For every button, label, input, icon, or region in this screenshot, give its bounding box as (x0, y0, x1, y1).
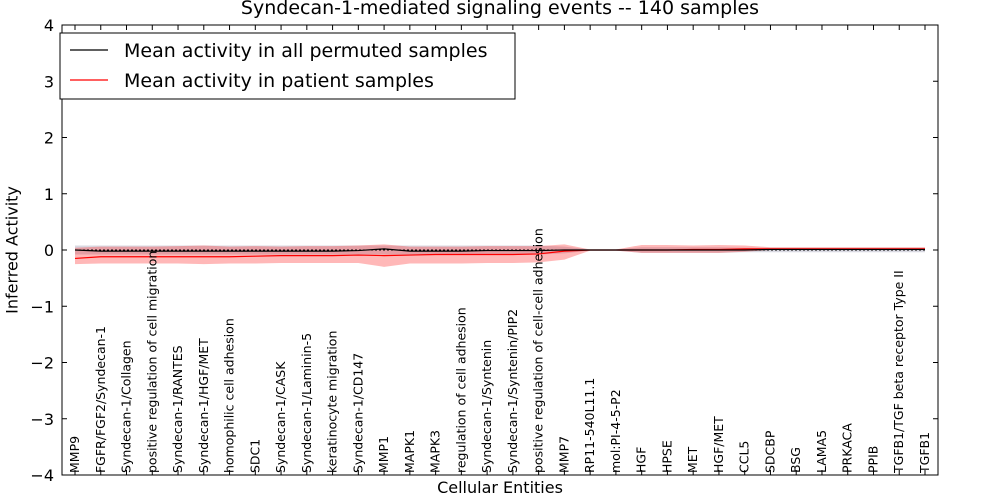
series-line-permuted (74, 248, 925, 252)
x-tick-label: RP11-540L11.1 (582, 378, 597, 473)
x-tick-label: MAPK1 (402, 430, 417, 473)
x-tick-label: MMP7 (556, 436, 571, 473)
x-tick-label: Syndecan-1/CASK (273, 361, 288, 473)
x-tick-label: Syndecan-1/Collagen (119, 340, 134, 473)
y-tick-label: 2 (44, 129, 54, 148)
y-tick-label: −1 (30, 297, 54, 316)
legend-label-patient: Mean activity in patient samples (124, 70, 434, 92)
x-tick-label: MMP1 (376, 436, 391, 473)
y-tick-label: −4 (30, 466, 54, 485)
x-tick-label: Syndecan-1/Syntenin (479, 340, 494, 473)
x-tick-label: SDCBP (762, 430, 777, 473)
x-tick-label: PPIB (865, 446, 880, 473)
x-tick-label: Syndecan-1/RANTES (170, 345, 185, 473)
x-tick-label: Syndecan-1/Syntenin/PIP2 (505, 309, 520, 473)
x-tick-label: PRKACA (840, 423, 855, 473)
x-tick-label: MAPK3 (428, 430, 443, 473)
x-tick-label: BSG (788, 447, 803, 473)
x-tick-label: TGFB1/TGF beta receptor Type II (891, 270, 906, 474)
x-tick-label: MET (685, 446, 700, 473)
y-tick-label: 0 (44, 241, 54, 260)
series-lines (74, 248, 925, 260)
band-patient (75, 244, 925, 267)
y-axis: 4 3 2 1 0 −1 −2 −3 −4 (30, 16, 938, 485)
x-tick-label: FGFR/FGF2/Syndecan-1 (93, 326, 108, 473)
x-tick-label: Syndecan-1/Laminin-5 (299, 333, 314, 473)
x-axis-label: Cellular Entities (437, 478, 563, 497)
legend: Mean activity in all permuted samples Me… (59, 32, 516, 100)
legend-box (59, 32, 516, 100)
y-tick-label: 1 (44, 185, 54, 204)
plot-frame (61, 24, 939, 476)
x-tick-label: Syndecan-1/HGF/MET (196, 338, 211, 473)
x-tick-label: positive regulation of cell-cell adhesio… (531, 228, 546, 473)
x-tick-label: HGF/MET (711, 416, 726, 473)
x-tick-label: homophilic cell adhesion (222, 318, 237, 473)
y-tick-label: −3 (30, 410, 54, 429)
x-tick-label: SDC1 (247, 439, 262, 473)
y-tick-label: 4 (44, 16, 54, 35)
legend-label-permuted: Mean activity in all permuted samples (124, 40, 487, 62)
x-tick-label: CCL5 (737, 441, 752, 473)
x-tick-label: keratinocyte migration (325, 331, 340, 473)
x-tick-label: mol:PI-4-5-P2 (608, 389, 623, 473)
x-tick-label: TGFB1 (917, 432, 932, 474)
x-tick-labels: MMP9 FGFR/FGF2/Syndecan-1 Syndecan-1/Colla… (67, 25, 932, 475)
y-tick-label: −2 (30, 354, 54, 373)
x-tick-label: Syndecan-1/CD147 (350, 353, 365, 473)
confidence-bands (75, 244, 925, 267)
y-tick-label: 3 (44, 72, 54, 91)
x-tick-label: regulation of cell adhesion (453, 307, 468, 473)
x-tick-label: HPSE (659, 440, 674, 473)
x-tick-label: positive regulation of cell migration (144, 251, 159, 473)
x-tick-label: HGF (634, 447, 649, 473)
x-tick-label: LAMA5 (814, 430, 829, 473)
x-tick-label: MMP9 (67, 436, 82, 473)
y-axis-label: Inferred Activity (3, 186, 22, 314)
chart-title: Syndecan-1-mediated signaling events -- … (241, 0, 759, 19)
